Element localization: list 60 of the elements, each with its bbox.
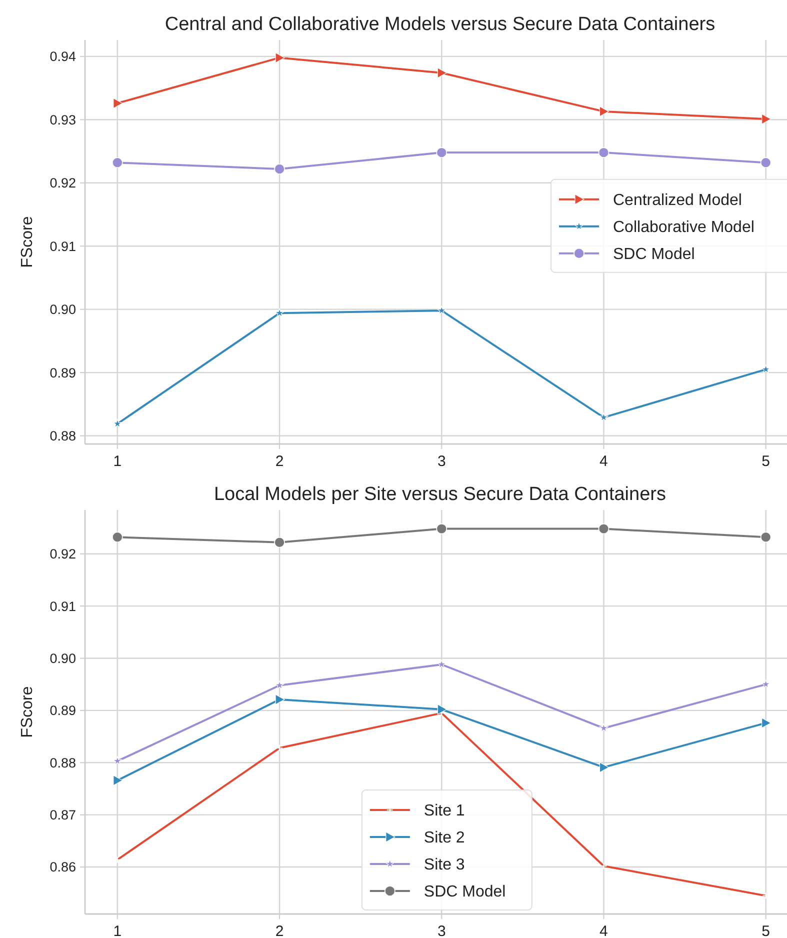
y-tick-label: 0.91 (50, 238, 76, 254)
point (275, 680, 284, 690)
x-tick-label: 5 (762, 923, 770, 938)
x-tick-label: 5 (762, 453, 770, 470)
point (274, 164, 285, 174)
point (113, 98, 123, 109)
y-tick-label: 0.90 (50, 650, 76, 666)
point (112, 532, 123, 543)
point (599, 106, 610, 117)
point (760, 157, 772, 168)
point (599, 762, 610, 773)
point (436, 523, 448, 534)
x-tick-label: 3 (437, 453, 446, 470)
point (275, 52, 285, 64)
y-tick-label: 0.91 (50, 598, 76, 614)
point (275, 308, 284, 318)
y-axis-title: FScore (19, 686, 36, 738)
point (762, 114, 772, 124)
x-tick-label: 1 (113, 923, 122, 938)
point (436, 147, 448, 158)
legend-label: Collaborative Model (613, 218, 754, 236)
point (274, 536, 285, 548)
point (437, 704, 447, 715)
legend-label: Site 2 (424, 830, 465, 847)
point (113, 775, 123, 786)
y-tick-label: 0.90 (50, 302, 76, 318)
x-tick-label: 3 (437, 923, 446, 938)
legend-label: Site 3 (424, 856, 465, 874)
legend-label: Centralized Model (613, 192, 742, 209)
y-tick-label: 0.87 (50, 808, 76, 823)
point (437, 306, 446, 314)
y-tick-label: 0.88 (50, 428, 76, 444)
legend-label: Site 1 (424, 802, 465, 820)
y-tick-label: 0.93 (50, 112, 76, 128)
y-tick-label: 0.86 (50, 860, 76, 875)
x-tick-label: 4 (600, 923, 608, 938)
point (760, 532, 772, 543)
y-tick-label: 0.89 (50, 365, 76, 380)
legend-label: SDC Model (424, 884, 506, 901)
x-tick-label: 2 (275, 923, 284, 938)
x-tick-label: 2 (275, 453, 284, 470)
y-axis-title: FScore (19, 216, 36, 268)
chart-title: Local Models per Site versus Secure Data Containers (214, 484, 666, 505)
y-tick-label: 0.88 (50, 755, 76, 770)
legend-label: SDC Model (613, 246, 695, 263)
y-tick-label: 0.92 (50, 546, 76, 562)
x-tick-label: 1 (113, 453, 122, 470)
point (275, 694, 285, 705)
point (762, 718, 772, 728)
point (112, 419, 122, 428)
point (437, 68, 447, 78)
y-tick-label: 0.92 (50, 176, 76, 191)
point (598, 147, 610, 158)
point (599, 412, 608, 422)
y-tick-label: 0.89 (50, 703, 76, 718)
point (112, 157, 123, 168)
point (598, 523, 610, 534)
chart-title: Central and Collaborative Models versus Secure Data Containers (164, 14, 716, 35)
x-tick-label: 4 (600, 453, 608, 470)
y-tick-label: 0.94 (50, 49, 76, 64)
